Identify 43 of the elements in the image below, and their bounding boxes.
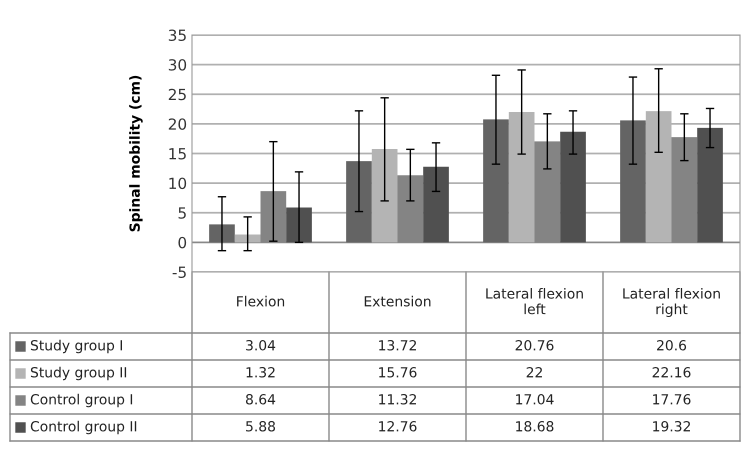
legend-label: Study group II <box>30 366 126 380</box>
data-label: 22 <box>526 367 542 378</box>
y-tick-label: 10 <box>169 178 186 190</box>
data-label: 12.76 <box>379 421 417 432</box>
data-label: 3.04 <box>246 340 276 351</box>
data-label: 22.16 <box>652 367 691 378</box>
bar <box>286 208 312 242</box>
bar <box>346 161 372 242</box>
bar <box>483 119 509 242</box>
bar <box>697 128 723 242</box>
data-label: 13.72 <box>379 340 416 351</box>
data-label: 17.04 <box>516 394 554 405</box>
bar <box>560 132 586 242</box>
data-label: 1.32 <box>246 367 275 378</box>
data-label: 15.76 <box>379 367 417 378</box>
x-tick-label: Flexion <box>237 296 284 307</box>
x-tick-label: Extension <box>364 296 430 307</box>
legend-label: Study group I <box>30 340 122 354</box>
data-label: 18.68 <box>516 421 554 432</box>
bar <box>620 120 646 242</box>
y-axis-title: Spinal mobility (cm) <box>129 76 143 232</box>
data-label: 20.76 <box>516 340 554 351</box>
data-label: 11.32 <box>379 394 416 405</box>
data-label: 8.64 <box>246 394 276 405</box>
y-tick-label: 15 <box>169 148 186 160</box>
y-tick-label: 5 <box>178 207 186 219</box>
x-tick-label: Lateral flexion left <box>486 288 583 314</box>
legend-label: Control group I <box>30 394 132 408</box>
data-label: 19.32 <box>653 421 690 432</box>
bar <box>209 224 235 242</box>
y-tick-label: 25 <box>168 88 186 100</box>
y-tick-label: 20 <box>168 118 186 130</box>
y-tick-label: 0 <box>178 236 186 248</box>
legend-label: Control group II <box>30 420 136 434</box>
data-label: 5.88 <box>246 421 276 432</box>
bar <box>423 166 449 242</box>
y-tick-label: 30 <box>168 59 186 71</box>
x-tick-label: Lateral flexion right <box>623 288 720 317</box>
y-tick-label: 35 <box>168 29 186 42</box>
y-tick-label: -5 <box>172 266 186 278</box>
data-label: 17.76 <box>653 394 691 405</box>
bar <box>234 234 260 242</box>
data-label: 20.6 <box>657 340 686 351</box>
